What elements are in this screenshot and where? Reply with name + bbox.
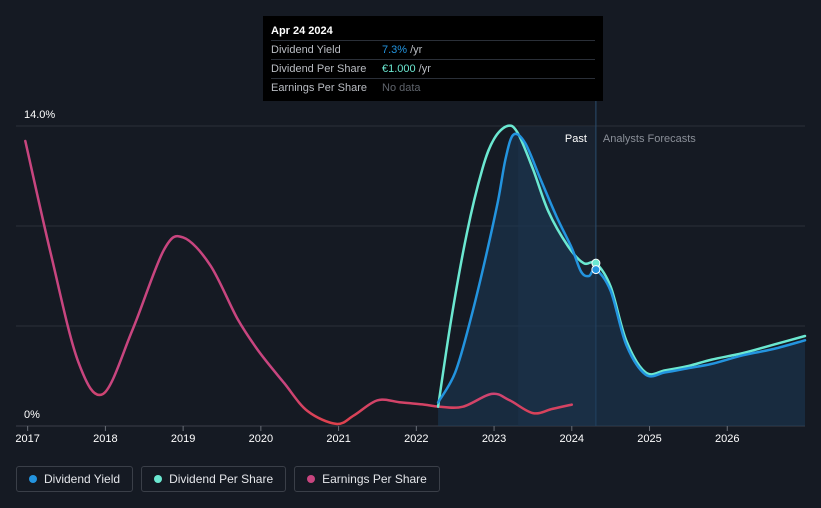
series-markers[interactable] bbox=[591, 258, 601, 275]
x-tick-label: 2021 bbox=[326, 433, 350, 445]
tooltip-value: 7.3% bbox=[382, 44, 408, 56]
legend: Dividend Yield Dividend Per Share Earnin… bbox=[16, 466, 440, 492]
tooltip: Apr 24 2024 Dividend Yield 7.3% /yr Divi… bbox=[263, 16, 603, 101]
x-tick-label: 2023 bbox=[482, 433, 506, 445]
x-tick-label: 2019 bbox=[171, 433, 195, 445]
tooltip-unit: /yr bbox=[418, 63, 431, 75]
tooltip-unit: /yr bbox=[410, 44, 423, 56]
x-tick-label: 2026 bbox=[715, 433, 739, 445]
earnings-per-share-line bbox=[24, 139, 574, 426]
x-tick-label: 2024 bbox=[560, 433, 584, 445]
series-lines bbox=[24, 124, 807, 426]
x-tick-label: 2020 bbox=[249, 433, 273, 445]
dividend-yield-marker[interactable] bbox=[591, 265, 601, 275]
x-tick-label: 2025 bbox=[637, 433, 661, 445]
dividend-yield-area bbox=[438, 133, 805, 426]
past-label: Past bbox=[565, 133, 587, 145]
tooltip-value: No data bbox=[382, 82, 421, 94]
x-axis: 2017 2018 2019 2020 2021 2022 2023 2024 2025 2026 bbox=[15, 426, 740, 445]
legend-dot-icon bbox=[307, 475, 316, 483]
legend-dividend-per-share[interactable]: Dividend Per Share bbox=[141, 466, 287, 492]
legend-dot-icon bbox=[29, 475, 37, 483]
dividend-yield-line bbox=[436, 132, 807, 404]
legend-label: Earnings Per Share bbox=[322, 472, 427, 486]
x-tick-label: 2018 bbox=[93, 433, 117, 445]
tooltip-date: Apr 24 2024 bbox=[271, 22, 595, 41]
legend-label: Dividend Yield bbox=[44, 472, 121, 486]
forecast-label: Analysts Forecasts bbox=[603, 133, 696, 145]
legend-label: Dividend Per Share bbox=[169, 472, 274, 486]
legend-dividend-yield[interactable]: Dividend Yield bbox=[16, 466, 134, 492]
y-tick-label-top: 14.0% bbox=[24, 109, 55, 121]
y-tick-label-bottom: 0% bbox=[24, 409, 40, 421]
tooltip-label: Earnings Per Share bbox=[271, 82, 367, 94]
legend-dot-icon bbox=[154, 475, 163, 483]
x-tick-label: 2017 bbox=[15, 433, 39, 445]
legend-earnings-per-share[interactable]: Earnings Per Share bbox=[294, 466, 440, 492]
tooltip-row-dividend-yield: Dividend Yield 7.3% /yr bbox=[271, 41, 595, 60]
x-tick-label: 2022 bbox=[404, 433, 428, 445]
tooltip-label: Dividend Per Share bbox=[271, 63, 367, 75]
dividend-per-share-line bbox=[436, 124, 807, 408]
tooltip-label: Dividend Yield bbox=[271, 44, 341, 56]
tooltip-row-dividend-per-share: Dividend Per Share €1.000 /yr bbox=[271, 60, 595, 79]
tooltip-value: €1.000 bbox=[382, 63, 416, 75]
tooltip-row-earnings-per-share: Earnings Per Share No data bbox=[271, 79, 595, 97]
